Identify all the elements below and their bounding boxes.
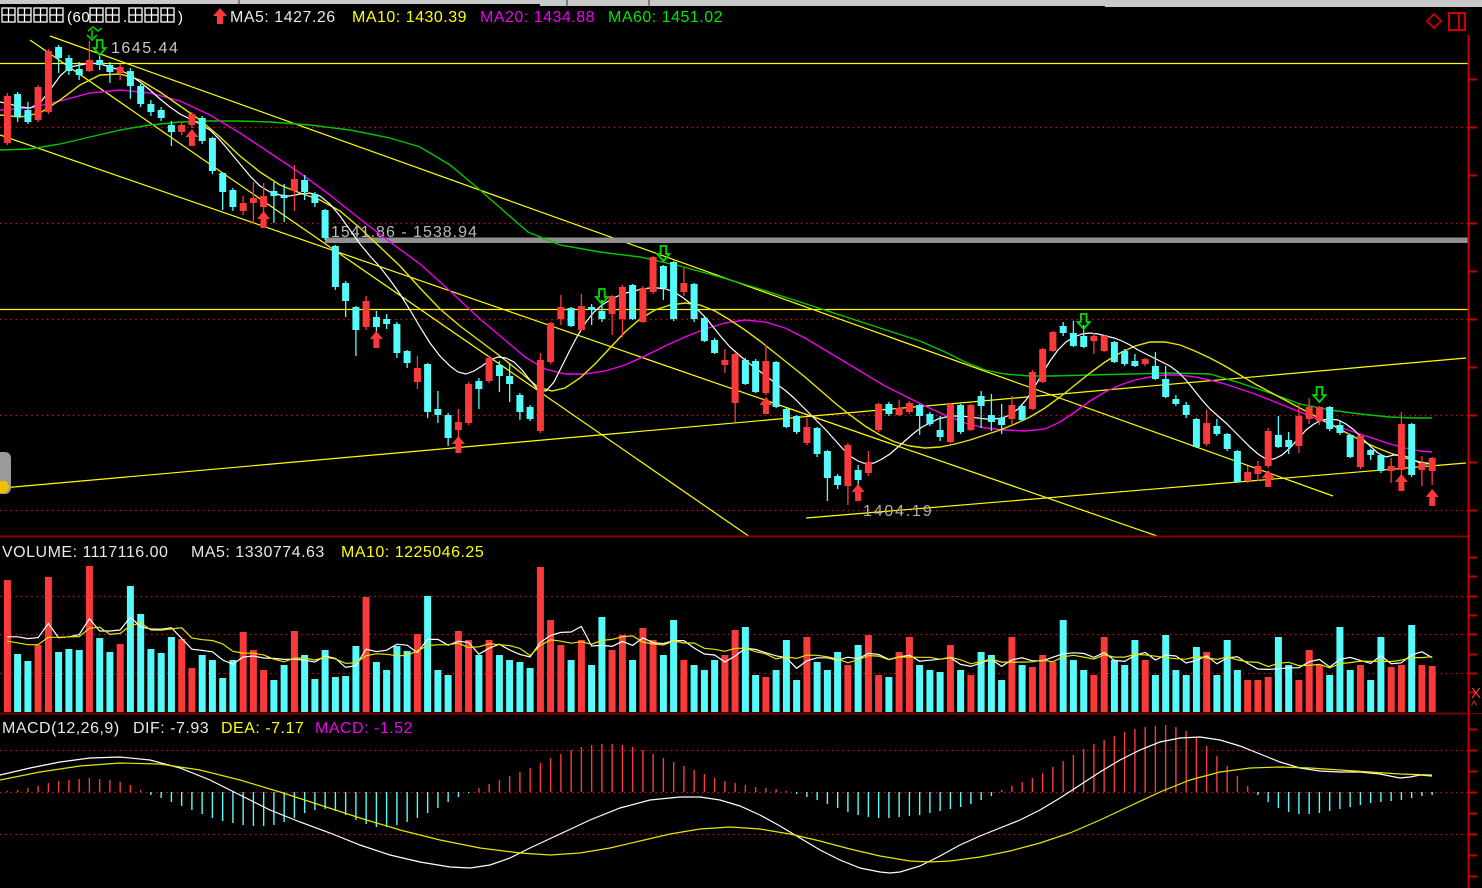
svg-text:DIF: -7.93: DIF: -7.93 <box>133 720 209 737</box>
svg-text:MA10: 1430.39: MA10: 1430.39 <box>352 9 467 26</box>
svg-text:MA10: 1225046.25: MA10: 1225046.25 <box>341 544 484 561</box>
svg-text:DEA: -7.17: DEA: -7.17 <box>221 720 304 737</box>
svg-text:MA5: 1427.26: MA5: 1427.26 <box>230 9 336 26</box>
svg-text:1541.86 - 1538.94: 1541.86 - 1538.94 <box>331 224 478 241</box>
svg-text:VOLUME: 1117116.00: VOLUME: 1117116.00 <box>2 544 168 561</box>
svg-text:MACD: -1.52: MACD: -1.52 <box>315 720 413 737</box>
svg-text:MACD(12,26,9): MACD(12,26,9) <box>2 720 120 737</box>
svg-text:MA20: 1434.88: MA20: 1434.88 <box>480 9 595 26</box>
svg-text:1645.44: 1645.44 <box>111 40 179 57</box>
svg-text:(60: (60 <box>67 9 90 26</box>
svg-text:.: . <box>123 9 128 26</box>
svg-text:): ) <box>178 9 184 26</box>
svg-text:X: X <box>1471 685 1481 702</box>
svg-text:MA5: 1330774.63: MA5: 1330774.63 <box>191 544 325 561</box>
svg-text:^: ^ <box>1471 698 1478 713</box>
svg-text:MA60: 1451.02: MA60: 1451.02 <box>608 9 723 26</box>
svg-text:1404.19: 1404.19 <box>863 503 933 520</box>
